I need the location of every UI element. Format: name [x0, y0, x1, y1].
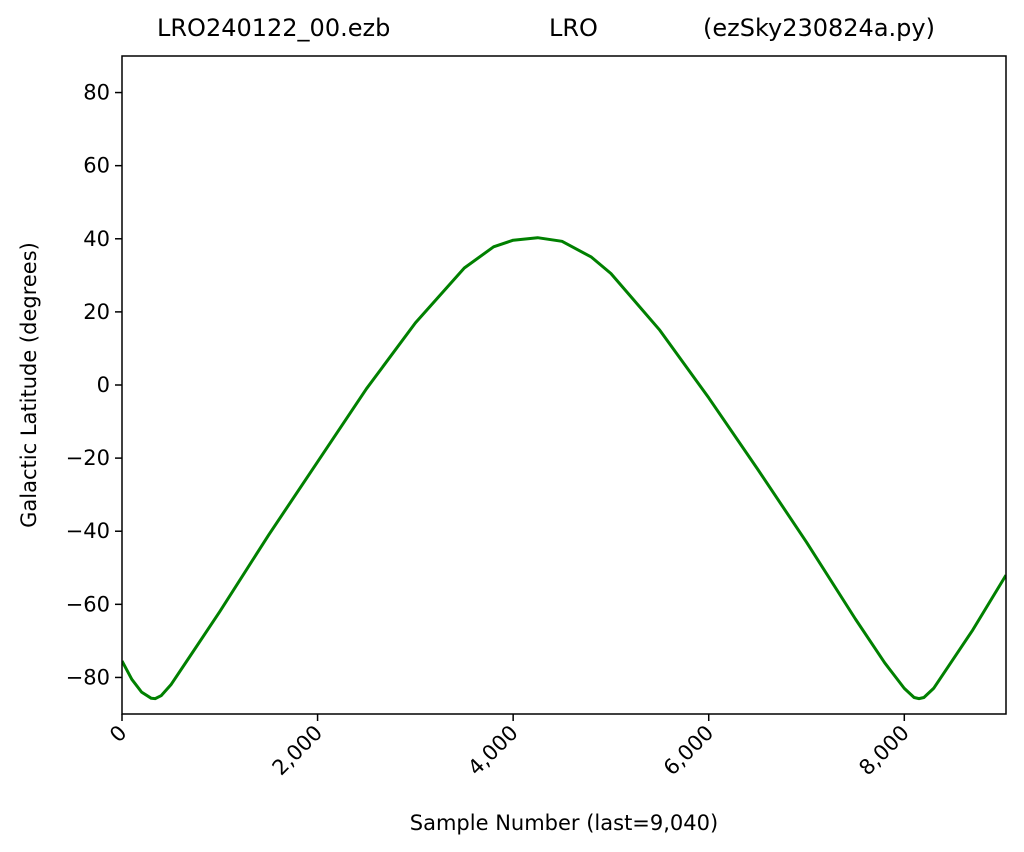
x-tick-label: 8,000 — [854, 721, 913, 780]
y-axis-label: Galactic Latitude (degrees) — [17, 242, 41, 528]
y-tick-label: −60 — [66, 592, 110, 616]
y-tick-label: −40 — [66, 519, 110, 543]
series-line — [122, 236, 1006, 701]
y-tick-label: −20 — [66, 446, 110, 470]
x-tick-label: 2,000 — [268, 721, 327, 780]
chart-title-file: LRO240122_00.ezb — [157, 14, 391, 42]
chart-title-script: (ezSky230824a.py) — [703, 14, 935, 42]
y-tick-label: 80 — [83, 81, 110, 105]
y-tick-label: 0 — [97, 373, 110, 397]
x-tick-label: 4,000 — [463, 721, 522, 780]
x-tick-label: 6,000 — [659, 721, 718, 780]
y-tick-label: 40 — [83, 227, 110, 251]
y-tick-label: −80 — [66, 665, 110, 689]
x-axis-label: Sample Number (last=9,040) — [410, 811, 718, 835]
plot-area-frame — [121, 55, 1007, 715]
x-tick-label: 0 — [105, 721, 131, 747]
y-tick-label: 60 — [83, 154, 110, 178]
y-tick-label: 20 — [83, 300, 110, 324]
chart-title-site: LRO — [549, 14, 598, 42]
